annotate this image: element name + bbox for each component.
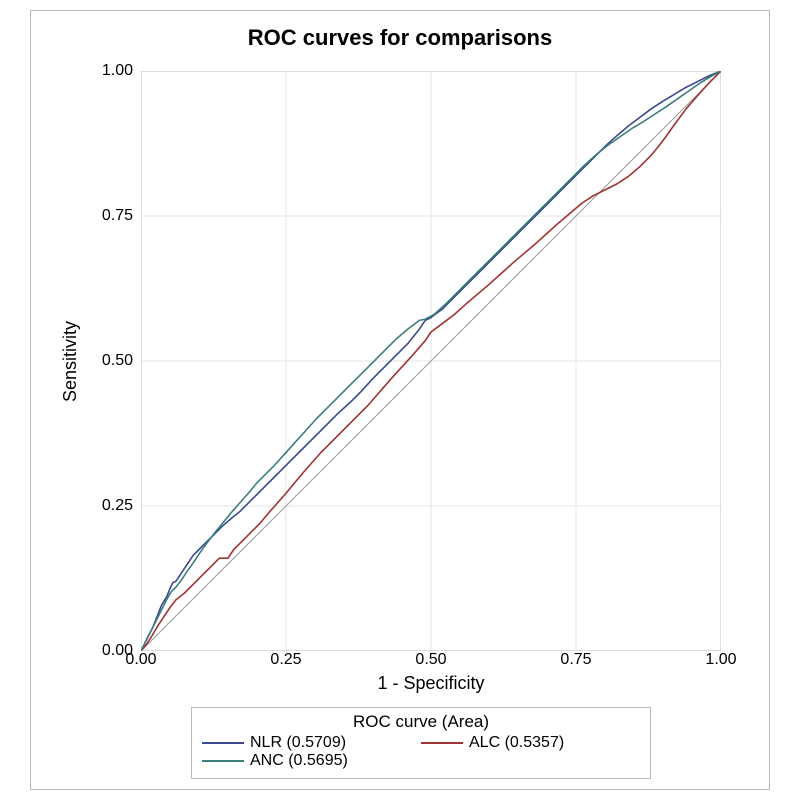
legend-swatch (202, 760, 244, 762)
x-tick-label: 0.00 (116, 651, 166, 669)
legend-swatch (202, 742, 244, 744)
x-tick-label: 0.75 (551, 651, 601, 669)
y-tick-label: 0.50 (83, 352, 133, 370)
legend-items: NLR (0.5709) ALC (0.5357) ANC (0.5695) (202, 734, 640, 770)
legend-box: ROC curve (Area) NLR (0.5709) ALC (0.5357… (191, 707, 651, 779)
y-tick-label: 0.25 (83, 497, 133, 515)
y-axis-label: Sensitivity (61, 71, 81, 651)
legend-label: ALC (0.5357) (469, 734, 564, 752)
x-tick-label: 0.50 (406, 651, 456, 669)
plot-area (141, 71, 721, 651)
legend-label: ANC (0.5695) (250, 752, 348, 770)
legend-item-nlr: NLR (0.5709) (202, 734, 421, 752)
x-tick-label: 1.00 (696, 651, 746, 669)
x-axis-label: 1 - Specificity (141, 673, 721, 694)
y-tick-label: 0.75 (83, 207, 133, 225)
legend-title: ROC curve (Area) (202, 712, 640, 732)
legend-swatch (421, 742, 463, 744)
y-tick-label: 1.00 (83, 62, 133, 80)
x-tick-label: 0.25 (261, 651, 311, 669)
chart-frame: ROC curves for comparisons Sensitivity 0… (30, 10, 770, 790)
legend-item-anc: ANC (0.5695) (202, 752, 421, 770)
chart-title: ROC curves for comparisons (31, 25, 769, 51)
legend-label: NLR (0.5709) (250, 734, 346, 752)
plot-svg (141, 71, 721, 651)
legend-item-alc: ALC (0.5357) (421, 734, 640, 752)
